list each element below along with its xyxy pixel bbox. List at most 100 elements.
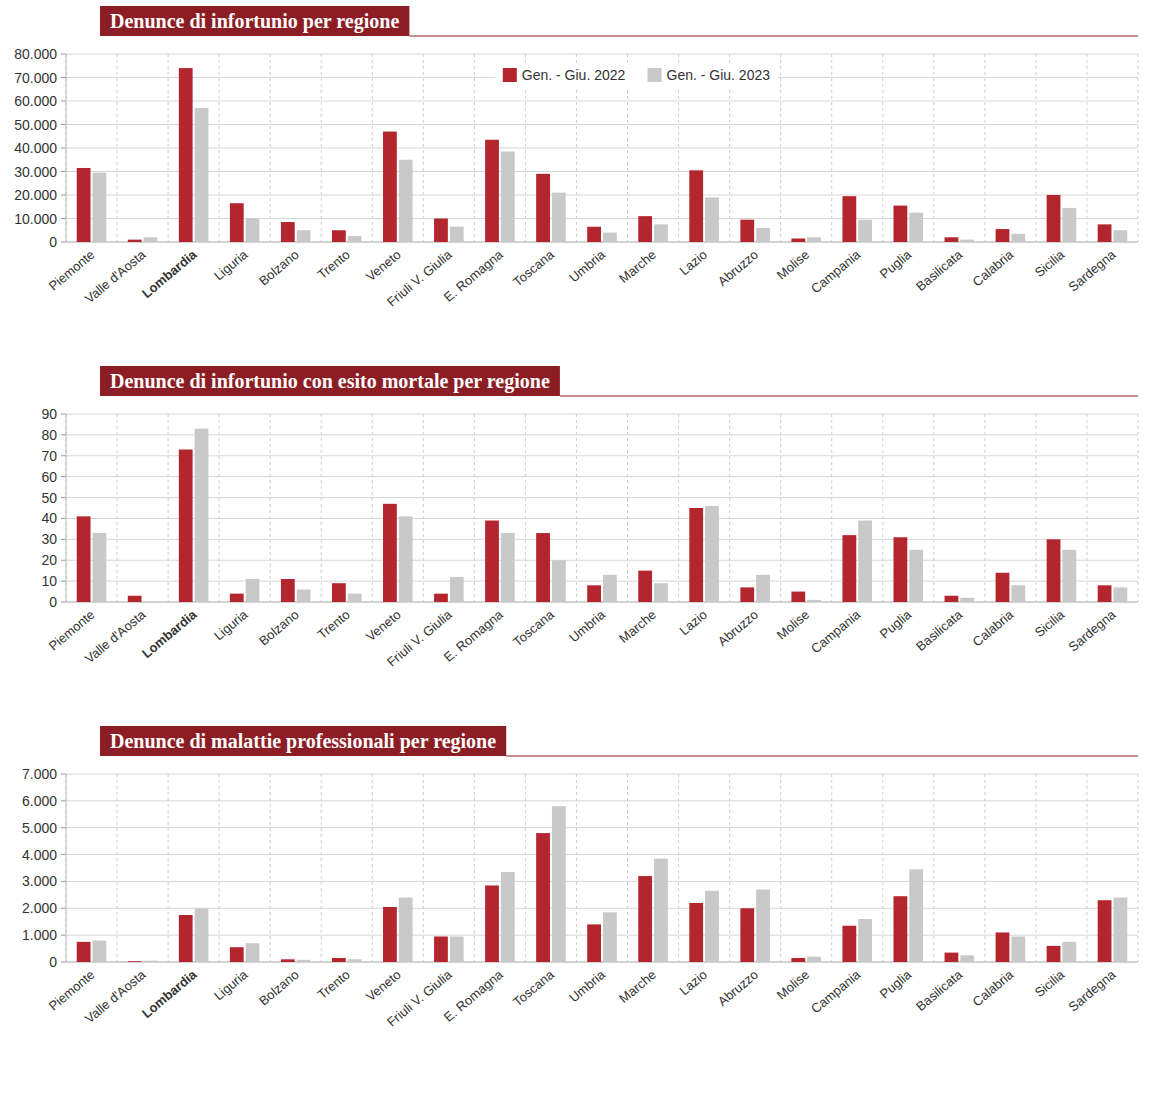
x-tick-label: E. Romagna [441, 606, 507, 664]
bar [705, 891, 719, 962]
bar [705, 506, 719, 602]
y-tick-label: 5.000 [22, 820, 57, 836]
y-axis-line [66, 414, 67, 602]
bar [945, 953, 959, 962]
bar [399, 516, 413, 602]
grid-line [66, 124, 1138, 125]
grid-line-vertical [729, 774, 730, 962]
bar [894, 537, 908, 602]
bar [587, 227, 601, 242]
bar [297, 589, 311, 602]
bar [842, 535, 856, 602]
x-tick-label: Molise [774, 967, 812, 1003]
x-tick-label: Abruzzo [715, 967, 761, 1009]
y-axis-line [66, 54, 67, 242]
tick-mark [61, 539, 66, 540]
bar [485, 140, 499, 242]
grid-line-vertical [1138, 414, 1139, 602]
y-tick-label: 80.000 [14, 46, 57, 62]
grid-line-vertical [474, 54, 475, 242]
x-tick-label: Valle d'Aosta [82, 606, 149, 666]
bar [1047, 946, 1061, 962]
bars [77, 806, 1128, 962]
bar [807, 957, 821, 962]
bar [858, 220, 872, 242]
y-tick-label: 0 [49, 954, 57, 970]
x-tick-label: Campania [808, 606, 864, 656]
grid-line-vertical [984, 54, 985, 242]
grid-line-vertical [219, 774, 220, 962]
x-tick-label: Liguria [211, 246, 251, 283]
bar [1011, 585, 1025, 602]
grid-line-vertical [372, 414, 373, 602]
bar [450, 227, 464, 242]
bar [654, 224, 668, 242]
y-tick-label: 0 [49, 234, 57, 250]
x-tick-label: Calabria [970, 606, 1017, 649]
x-tick-label: Trento [315, 247, 353, 282]
bar [281, 959, 295, 962]
grid-line-vertical [66, 414, 67, 602]
grid-line [66, 800, 1138, 801]
grid-line-vertical [1086, 774, 1087, 962]
bar [332, 230, 346, 242]
grid-line [66, 414, 1138, 415]
tick-mark [61, 148, 66, 149]
title-banner [100, 366, 560, 396]
bar [1113, 230, 1127, 242]
bar [960, 955, 974, 962]
x-tick-label: Basilicata [913, 246, 966, 294]
bar [740, 220, 754, 242]
bar [552, 806, 566, 962]
x-tick-label: Sicilia [1032, 966, 1068, 1000]
x-tick-label: Puglia [877, 966, 915, 1001]
bar [93, 941, 107, 962]
x-tick-label: Lombardia [139, 966, 200, 1021]
bar [1098, 900, 1112, 962]
y-tick-label: 20.000 [14, 187, 57, 203]
bar [960, 598, 974, 602]
grid-line [66, 497, 1138, 498]
grid-line-vertical [831, 414, 832, 602]
tick-mark [61, 195, 66, 196]
x-tick-label: Piemonte [46, 247, 98, 294]
tick-mark [61, 800, 66, 801]
x-tick-label: Abruzzo [715, 607, 761, 649]
grid-line-vertical [678, 414, 679, 602]
bar [536, 833, 550, 962]
grid-line [66, 560, 1138, 561]
bar [536, 174, 550, 242]
grid-line-vertical [423, 774, 424, 962]
x-tick-label: Trento [315, 967, 353, 1002]
bar [791, 958, 805, 962]
x-tick-label: Liguria [211, 606, 251, 643]
y-tick-label: 70 [41, 448, 57, 464]
grid-line-vertical [270, 774, 271, 962]
tick-mark [61, 124, 66, 125]
x-axis-line [66, 242, 1138, 243]
x-tick-label: Marche [616, 607, 659, 646]
bar [807, 600, 821, 602]
bar [179, 450, 193, 602]
grid-line [66, 455, 1138, 456]
grid-line-vertical [219, 54, 220, 242]
grid-line-vertical [933, 414, 934, 602]
x-tick-label: E. Romagna [441, 246, 507, 304]
x-tick-label: Veneto [363, 607, 404, 645]
bar [179, 68, 193, 242]
bar [1011, 234, 1025, 242]
grid-line [66, 539, 1138, 540]
bar [552, 560, 566, 602]
bar [77, 516, 91, 602]
grid-line-vertical [780, 54, 781, 242]
bar [842, 196, 856, 242]
bar [501, 872, 515, 962]
y-tick-label: 40.000 [14, 140, 57, 156]
page: {"chart_data": [ {"type": "bar", "title"… [0, 0, 1152, 1093]
tick-mark [61, 77, 66, 78]
x-tick-label: Toscana [510, 246, 557, 289]
bar [297, 230, 311, 242]
x-tick-label: Trento [315, 607, 353, 642]
bar [705, 197, 719, 242]
bar [450, 577, 464, 602]
